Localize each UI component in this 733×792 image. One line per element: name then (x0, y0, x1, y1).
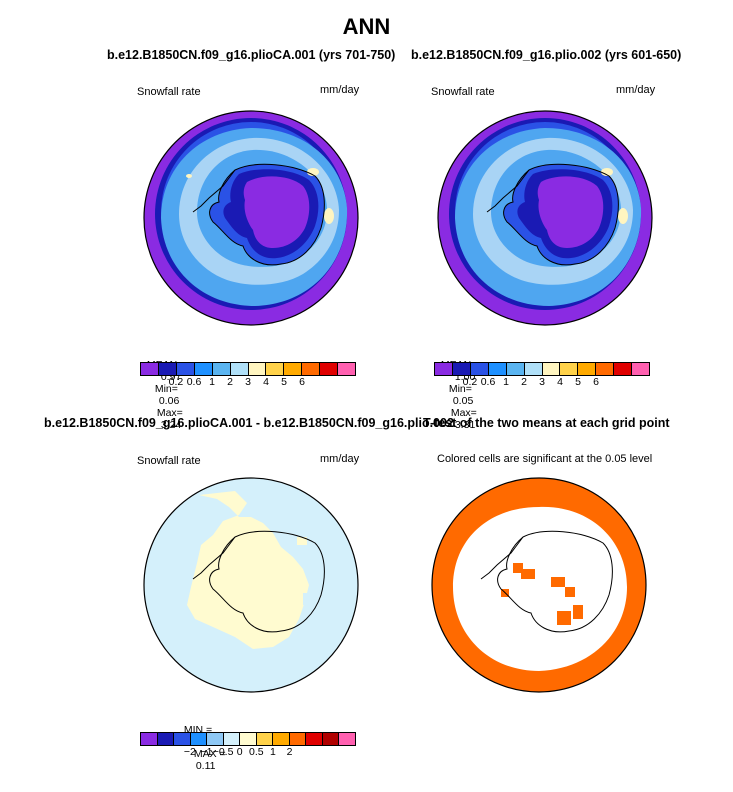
colorbar-swatch (223, 733, 241, 745)
colorbar-swatch (302, 363, 321, 375)
colorbar-ticks: 0.2 0.6 1 2 3 4 5 6 (140, 376, 356, 390)
colorbar-tick-label: 2 (227, 376, 233, 388)
colorbar-swatch (542, 363, 561, 375)
panel1-min-label: Min= (154, 383, 178, 395)
colorbar-ticks: −2 −1 −0.5 0 0.5 1 2 (140, 746, 356, 760)
panel2-max-label: Max= (450, 407, 477, 419)
colorbar-tick-label: 3 (245, 376, 251, 388)
panel1-max-label: Max= (156, 407, 183, 419)
panel3-title: b.e12.B1850CN.f09_g16.plioCA.001 - b.e12… (44, 416, 454, 430)
colorbar-swatch (230, 363, 249, 375)
colorbar-swatches (140, 362, 356, 376)
colorbar-swatch (248, 363, 267, 375)
colorbar-tick-label: 0.2 (168, 376, 184, 388)
panel2-title: b.e12.B1850CN.f09_g16.plio.002 (yrs 601-… (411, 48, 682, 62)
panel3-map (143, 477, 359, 693)
panel1-var: Snowfall rate (137, 86, 201, 98)
colorbar-tick-label: 1 (209, 376, 215, 388)
colorbar-swatch (306, 733, 323, 745)
panel2-colorbar: 0.2 0.6 1 2 3 4 5 6 (434, 362, 650, 390)
colorbar-tick-label: 4 (263, 376, 269, 388)
panel3-units: mm/day (320, 453, 360, 465)
colorbar-tick-label: 0.6 (186, 376, 202, 388)
panel1-map (143, 110, 359, 326)
colorbar-tick-label: 6 (593, 376, 599, 388)
colorbar-tick-label: 5 (575, 376, 581, 388)
panel2-min-label: Min= (448, 383, 472, 395)
colorbar-tick-label: 3 (539, 376, 545, 388)
colorbar-swatch (212, 363, 231, 375)
panel2-max: 3.31 (454, 419, 476, 431)
colorbar-tick-label: −2 (183, 746, 196, 758)
colorbar-swatch (284, 363, 303, 375)
colorbar-ticks: 0.2 0.6 1 2 3 4 5 6 (434, 376, 650, 390)
panel2-min: 0.05 (452, 395, 474, 407)
colorbar-swatch (578, 363, 597, 375)
panel1-colorbar: 0.2 0.6 1 2 3 4 5 6 (140, 362, 356, 390)
colorbar-swatch (289, 733, 307, 745)
panel3-max-label: MAX = (193, 748, 226, 760)
colorbar-swatch (141, 363, 159, 375)
colorbar-swatch (435, 363, 453, 375)
colorbar-swatch (174, 733, 191, 745)
colorbar-tick-label: 0.2 (462, 376, 478, 388)
colorbar-tick-label: 1 (503, 376, 509, 388)
colorbar-swatch (452, 363, 471, 375)
panel4-note: Colored cells are significant at the 0.0… (437, 453, 653, 465)
colorbar-swatch (560, 363, 579, 375)
colorbar-tick-label: 6 (299, 376, 305, 388)
colorbar-swatch (266, 363, 285, 375)
colorbar-tick-label: 4 (557, 376, 563, 388)
panel2-map (437, 110, 653, 326)
panel4-title: T-test of the two means at each grid poi… (423, 416, 670, 430)
colorbar-swatch (158, 363, 177, 375)
colorbar-swatch (488, 363, 507, 375)
panel1-max: 3.24 (160, 419, 182, 431)
panel2-var: Snowfall rate (431, 86, 495, 98)
colorbar-swatches (434, 362, 650, 376)
colorbar-swatch (141, 733, 158, 745)
colorbar-swatch (506, 363, 525, 375)
colorbar-tick-label: 0.5 (248, 746, 264, 758)
colorbar-swatch (240, 733, 257, 745)
panel1-min: 0.06 (158, 395, 180, 407)
panel3-var: Snowfall rate (137, 455, 201, 467)
colorbar-swatch (176, 363, 195, 375)
panel1-title: b.e12.B1850CN.f09_g16.plioCA.001 (yrs 70… (107, 48, 396, 62)
colorbar-swatch (596, 363, 615, 375)
colorbar-tick-label: −1 (200, 746, 213, 758)
colorbar-swatch (339, 733, 355, 745)
panel3-max: 0.11 (195, 760, 216, 772)
panel1-units: mm/day (320, 84, 360, 96)
colorbar-swatch (190, 733, 208, 745)
colorbar-swatches (140, 732, 356, 746)
main-title: ANN (342, 14, 391, 39)
colorbar-swatch (194, 363, 213, 375)
colorbar-swatch (157, 733, 175, 745)
panel3-colorbar: −2 −1 −0.5 0 0.5 1 2 (140, 732, 356, 760)
colorbar-swatch (632, 363, 650, 375)
panel4-map (431, 477, 647, 693)
colorbar-tick-label: 2 (286, 746, 293, 758)
colorbar-swatch (322, 733, 340, 745)
colorbar-swatch (273, 733, 290, 745)
colorbar-tick-label: 2 (521, 376, 527, 388)
colorbar-tick-label: 0.6 (480, 376, 496, 388)
colorbar-swatch (524, 363, 543, 375)
colorbar-tick-label: 5 (281, 376, 287, 388)
colorbar-swatch (207, 733, 224, 745)
colorbar-swatch (614, 363, 633, 375)
colorbar-swatch (320, 363, 339, 375)
colorbar-tick-label: 0 (236, 746, 243, 758)
colorbar-swatch (470, 363, 489, 375)
colorbar-swatch (338, 363, 356, 375)
colorbar-tick-label: −0.5 (212, 746, 234, 758)
colorbar-swatch (256, 733, 274, 745)
panel2-units: mm/day (616, 84, 656, 96)
colorbar-tick-label: 1 (270, 746, 276, 758)
